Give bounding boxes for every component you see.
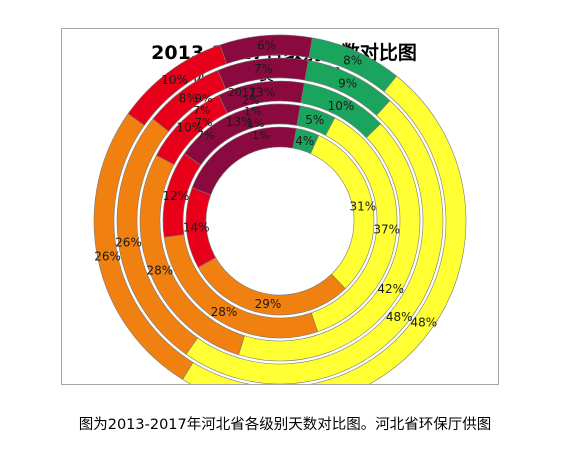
- data-label: 10%: [161, 73, 188, 87]
- data-label: 10%: [328, 99, 355, 113]
- data-label: 28%: [211, 305, 238, 319]
- data-label: 7%: [254, 62, 273, 76]
- data-label: 6%: [257, 39, 276, 53]
- data-label: 13%: [226, 115, 253, 129]
- extra-label: 1%: [247, 117, 264, 130]
- data-label: 29%: [255, 297, 282, 311]
- slice-2013-4: [191, 126, 297, 196]
- data-label: 13%: [249, 85, 276, 99]
- data-label: 8%: [179, 92, 198, 106]
- data-label: 48%: [410, 316, 437, 330]
- extra-label: 2017: [228, 86, 256, 99]
- extra-label: 1%: [252, 129, 269, 142]
- chart-frame: 2013-2017各级别天数对比图 优良轻 4%31%29%14%5%37%28…: [61, 28, 499, 385]
- data-label: 26%: [115, 235, 142, 249]
- rings: [93, 34, 467, 384]
- data-label: 26%: [94, 249, 121, 263]
- data-label: 42%: [377, 282, 404, 296]
- data-label: 14%: [183, 220, 210, 234]
- extra-label: 7%: [193, 104, 210, 117]
- extra-label: 7%: [195, 116, 212, 129]
- slice-2014-4: [183, 103, 301, 166]
- data-label: 10%: [176, 121, 203, 135]
- donut-chart: 2013-2017各级别天数对比图 优良轻 4%31%29%14%5%37%28…: [93, 34, 467, 384]
- slice-2017-4: [219, 34, 313, 65]
- data-label: 9%: [338, 77, 357, 91]
- data-label: 8%: [343, 54, 362, 68]
- extra-label: 1%: [244, 105, 261, 118]
- extra-label: 9%: [195, 92, 212, 105]
- data-label: 37%: [373, 223, 400, 237]
- data-label: 5%: [305, 113, 324, 127]
- data-label: 28%: [146, 264, 173, 278]
- data-label: 31%: [349, 200, 376, 214]
- data-label: 48%: [386, 310, 413, 324]
- extra-label: 2%: [242, 94, 259, 107]
- slice-labels: 4% 31% 29% 14% 5% 37% 28% 12% 13% 10% 42% 28% 10% 13%…: [94, 39, 437, 330]
- data-label: 12%: [163, 189, 190, 203]
- extra-label: 7%: [197, 129, 214, 142]
- slice-2016-4: [217, 57, 309, 90]
- slice-2015-4: [218, 80, 305, 114]
- figure-caption: 图为2013-2017年河北省各级别天数对比图。河北省环保厅供图: [78, 417, 492, 433]
- data-label: 4%: [295, 134, 314, 148]
